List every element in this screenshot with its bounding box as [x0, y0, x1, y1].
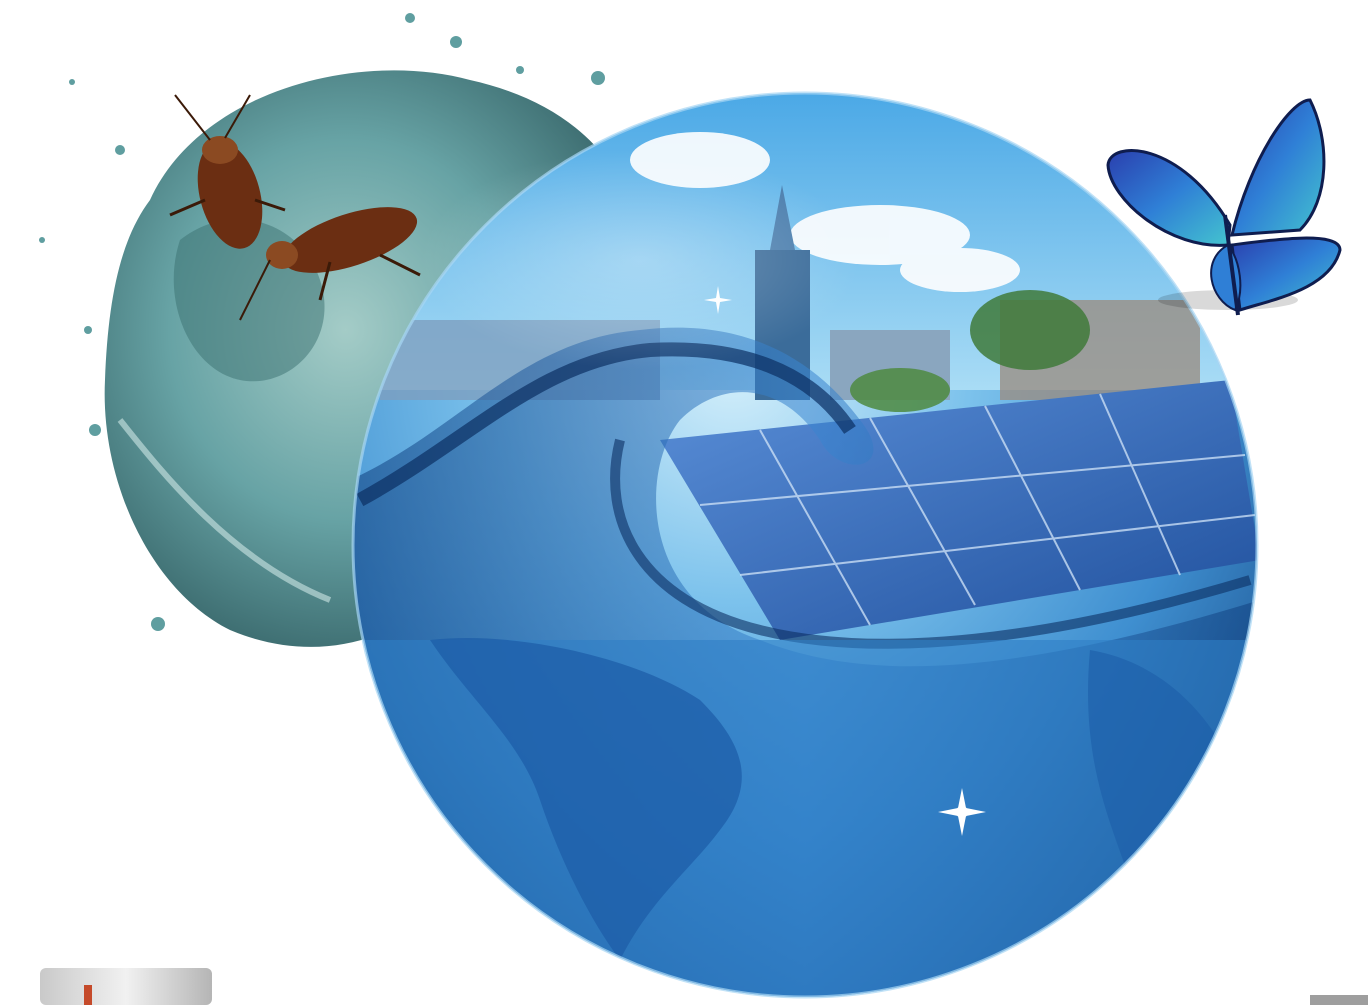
continent-south-america [430, 638, 742, 960]
corner-strip [1310, 995, 1368, 1005]
appliance-icon [40, 968, 212, 1005]
cockroach-left [169, 94, 286, 249]
solar-panels [660, 380, 1257, 640]
sparkle-icon [938, 788, 986, 836]
sparkle-icon [704, 286, 732, 314]
cockroach-right [239, 207, 421, 321]
main-globe [351, 91, 1259, 999]
butterfly-icon [1106, 98, 1342, 316]
